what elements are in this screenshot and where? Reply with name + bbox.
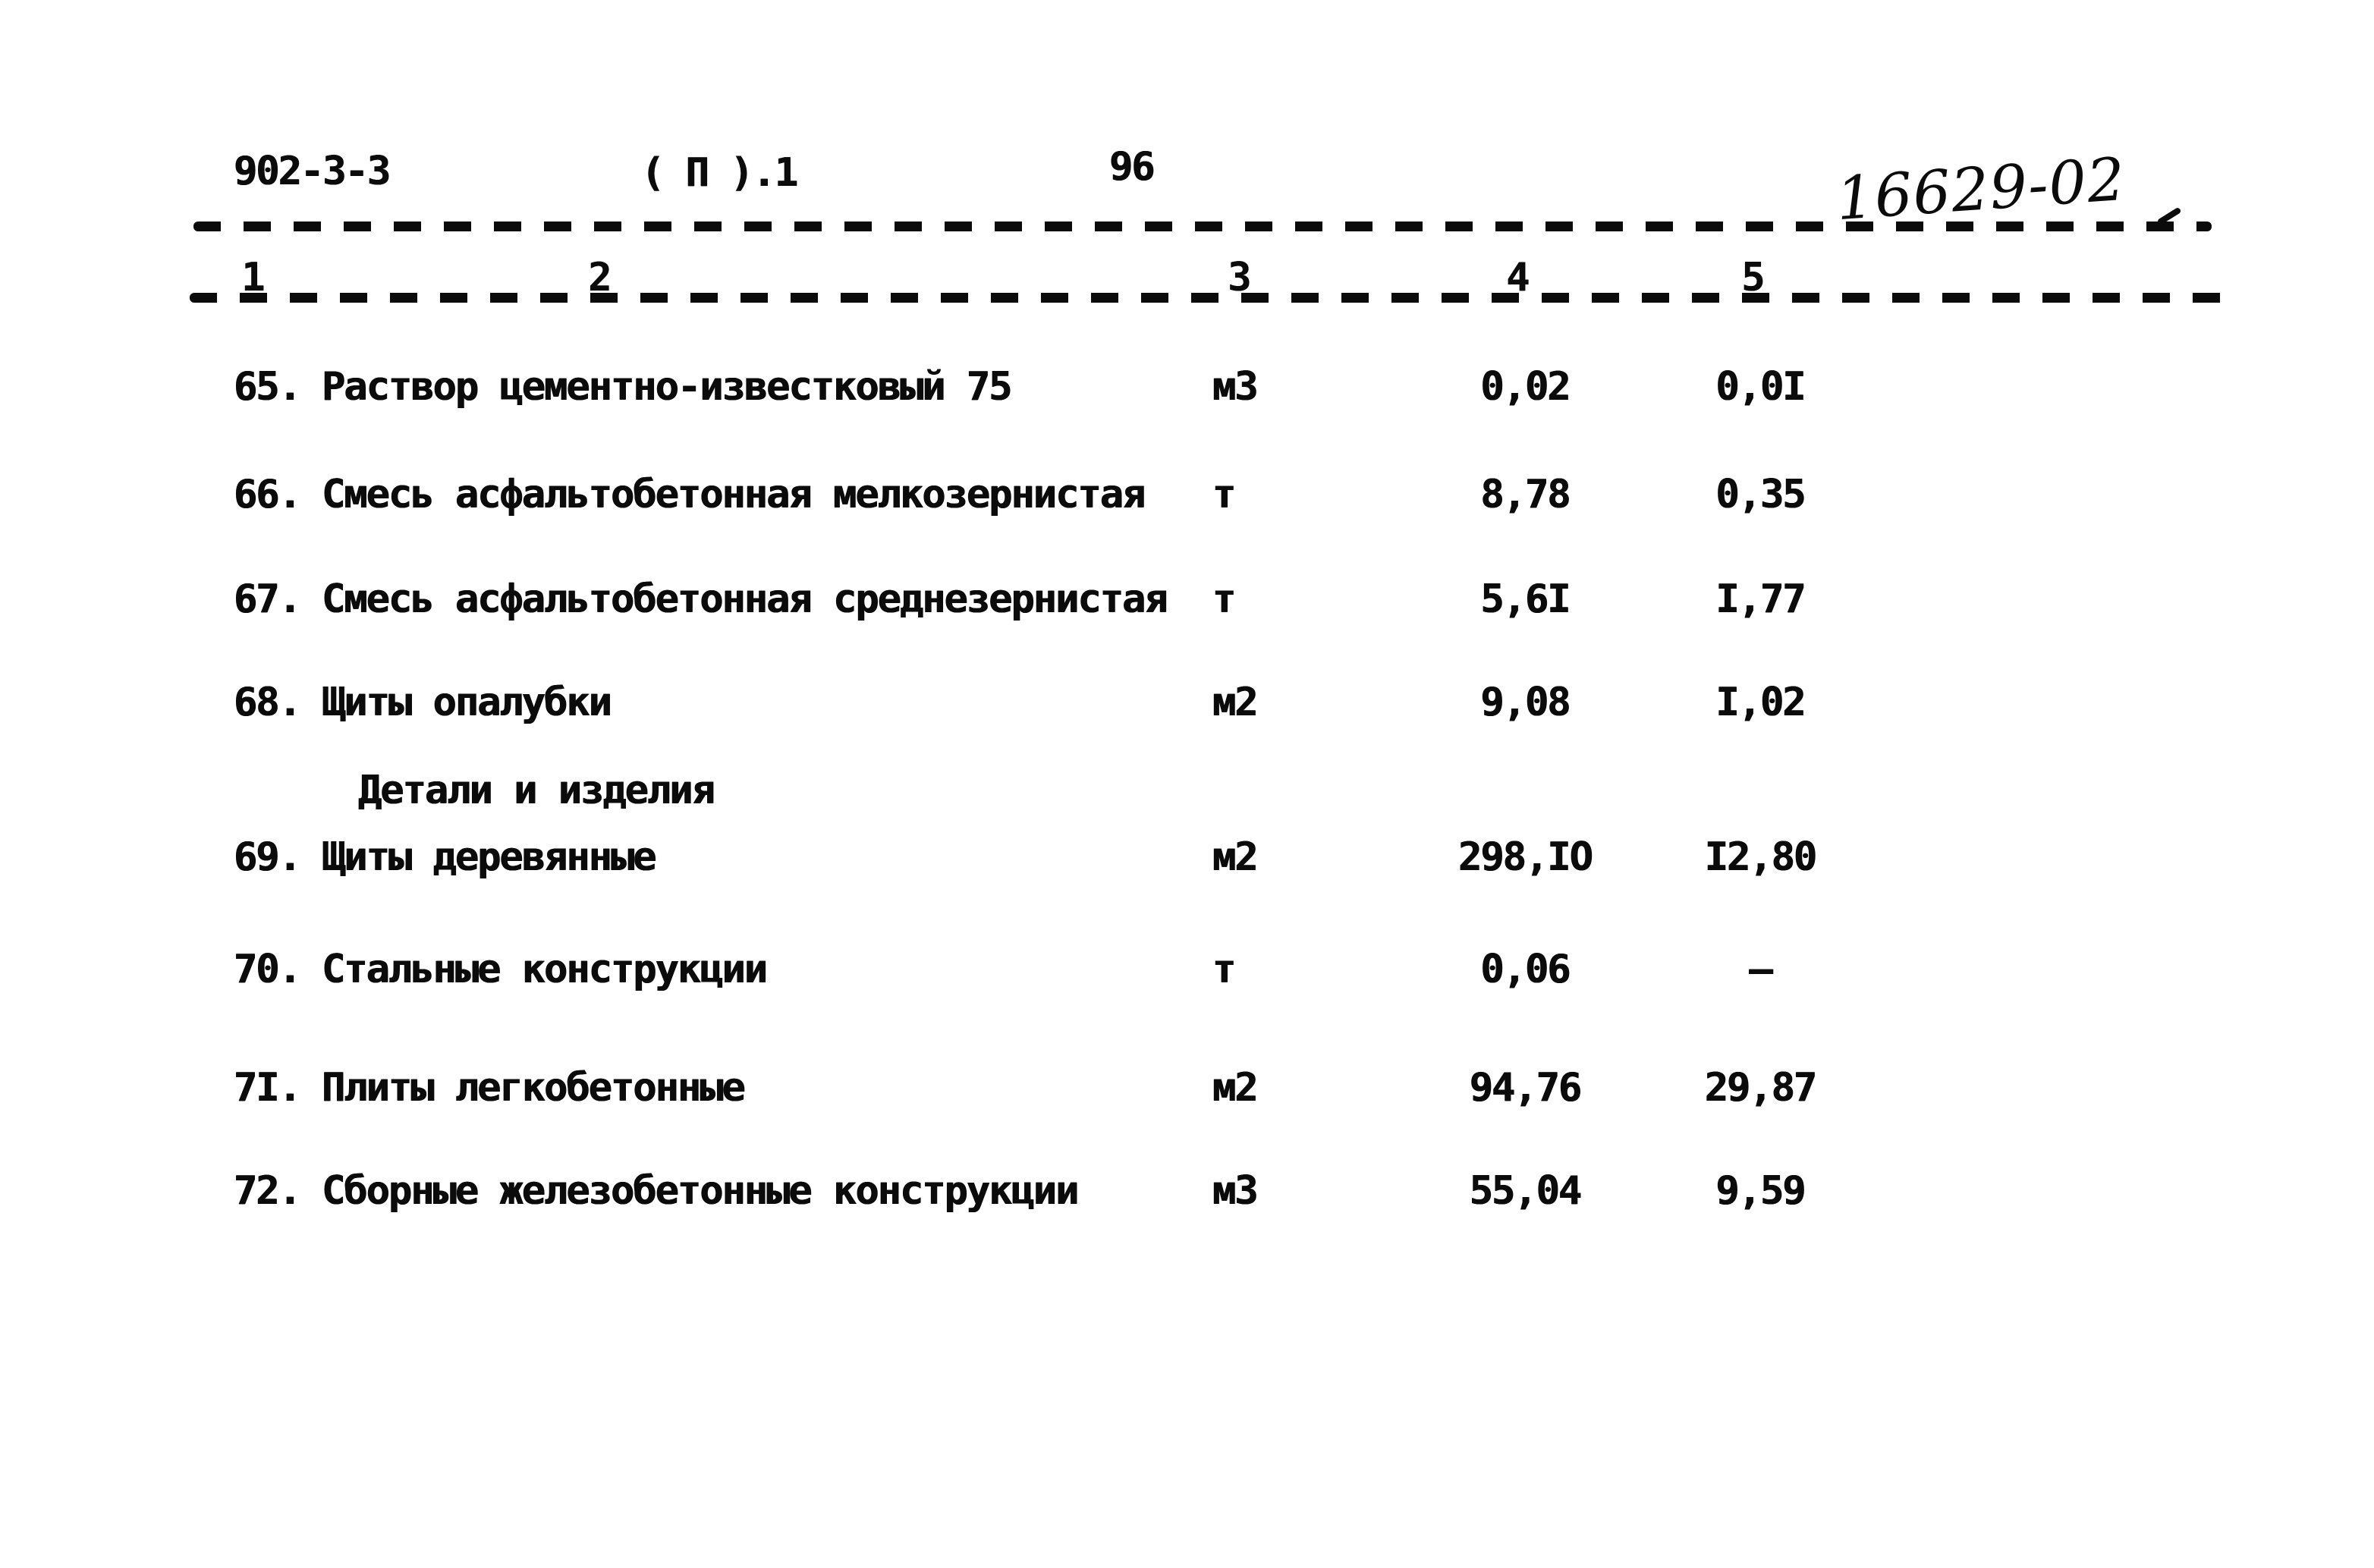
material-name: Щиты опалубки	[322, 680, 612, 725]
quantity-col5: –	[1749, 947, 1772, 992]
quantity-col4: 298,IO	[1458, 834, 1593, 880]
table-row: 72. Сборные железобетонные конструкции м3 5…	[0, 1168, 2374, 1221]
material-name: Раствор цементно-известковый 75	[322, 364, 1013, 410]
unit-of-measure: т	[1212, 947, 1236, 992]
material-name: Сборные железобетонные конструкции	[322, 1168, 1079, 1214]
quantity-col4: 0,06	[1480, 947, 1571, 992]
table-row: 65. Раствор цементно-известковый 75 м3 0,02…	[0, 364, 2374, 417]
unit-of-measure: м2	[1212, 1065, 1259, 1111]
unit-of-measure: м3	[1212, 1168, 1259, 1214]
row-number: 65.	[234, 364, 302, 410]
series-mark: ( П ).1	[641, 150, 798, 196]
table-row: 66. Смесь асфальтобетонная мелкозернистая…	[0, 472, 2374, 525]
table-group-header: Детали и изделия	[0, 768, 2374, 821]
table-row: 70. Стальные конструкции т 0,06 –	[0, 947, 2374, 1000]
row-number: 7I.	[234, 1065, 302, 1111]
table-row: 67. Смесь асфальтобетонная среднезерниста…	[0, 577, 2374, 630]
material-name: Смесь асфальтобетонная мелкозернистая	[322, 472, 1146, 517]
material-name: Смесь асфальтобетонная среднезернистая	[322, 577, 1168, 622]
table-row: 69. Щиты деревянные м2 298,IO I2,80	[0, 834, 2374, 888]
unit-of-measure: м2	[1212, 680, 1259, 725]
group-header-label: Детали и изделия	[358, 768, 715, 813]
quantity-col5: 0,35	[1715, 472, 1806, 517]
table-row: 68. Щиты опалубки м2 9,08 I,02	[0, 680, 2374, 733]
quantity-col4: 9,08	[1480, 680, 1571, 725]
unit-of-measure: т	[1212, 577, 1236, 622]
quantity-col5: 0,0I	[1715, 364, 1806, 410]
row-number: 72.	[234, 1168, 302, 1214]
quantity-col4: 94,76	[1469, 1065, 1583, 1111]
page-number: 96	[1109, 144, 1156, 190]
unit-of-measure: т	[1212, 472, 1236, 517]
row-number: 67.	[234, 577, 302, 622]
quantity-col4: 8,78	[1480, 472, 1571, 517]
material-name: Стальные конструкции	[322, 947, 768, 992]
row-number: 70.	[234, 947, 302, 992]
quantity-col5: I2,80	[1704, 834, 1818, 880]
unit-of-measure: м2	[1212, 834, 1259, 880]
quantity-col4: 5,6I	[1480, 577, 1571, 622]
material-name: Щиты деревянные	[322, 834, 657, 880]
unit-of-measure: м3	[1212, 364, 1259, 410]
top-dashed-rule	[193, 222, 2212, 231]
table-row: 7I. Плиты легкобетонные м2 94,76 29,87	[0, 1065, 2374, 1118]
quantity-col5: I,77	[1715, 577, 1806, 622]
doc-code: 902-3-3	[234, 149, 391, 194]
quantity-col4: 55,04	[1469, 1168, 1583, 1214]
quantity-col4: 0,02	[1480, 364, 1571, 410]
row-number: 66.	[234, 472, 302, 517]
row-number: 68.	[234, 680, 302, 725]
quantity-col5: 9,59	[1715, 1168, 1806, 1214]
material-name: Плиты легкобетонные	[322, 1065, 746, 1111]
header-dashed-rule	[190, 293, 2229, 303]
quantity-col5: 29,87	[1704, 1065, 1818, 1111]
quantity-col5: I,02	[1715, 680, 1806, 725]
row-number: 69.	[234, 834, 302, 880]
